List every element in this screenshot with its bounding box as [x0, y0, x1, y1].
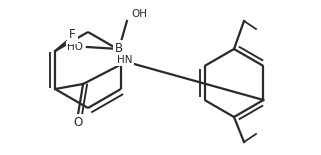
Text: O: O — [74, 117, 83, 129]
Text: HN: HN — [117, 55, 133, 65]
Text: F: F — [69, 29, 75, 42]
Text: HO: HO — [67, 42, 83, 52]
Text: B: B — [115, 42, 123, 55]
Text: OH: OH — [131, 9, 147, 19]
